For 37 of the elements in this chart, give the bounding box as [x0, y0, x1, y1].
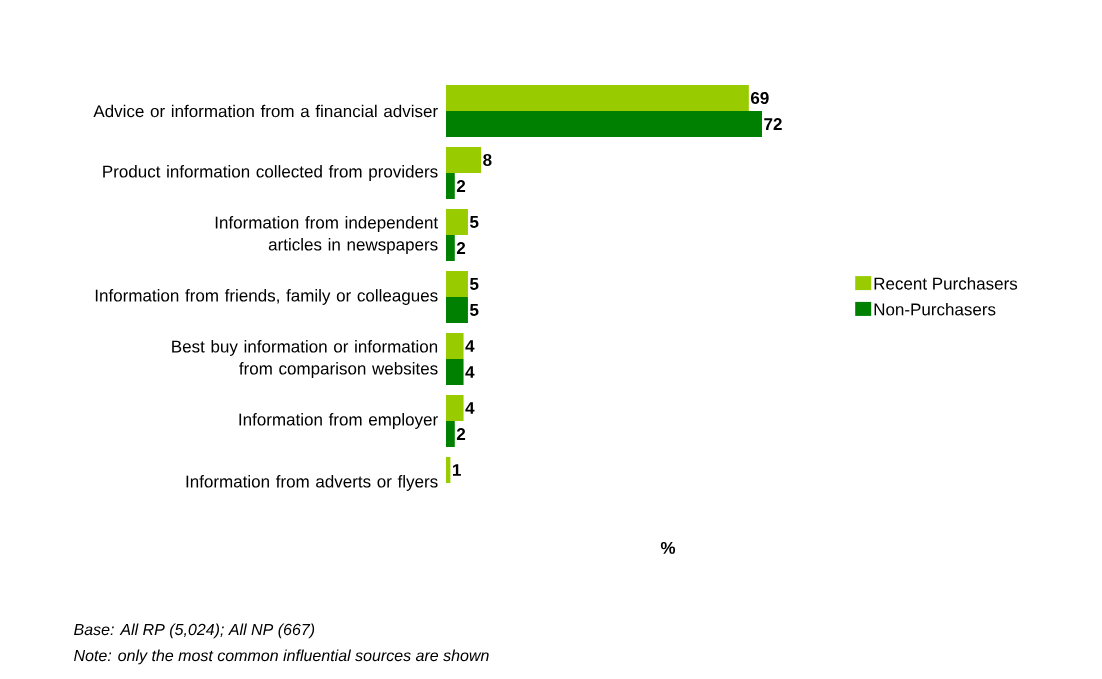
bar: [446, 111, 762, 138]
legend-label: Non-Purchasers: [874, 303, 996, 316]
y-tick-label: Advice or information from a financial adviser: [93, 104, 438, 118]
bar: [446, 271, 468, 297]
data-label: 4: [465, 366, 475, 378]
y-tick-label: Information from employer: [239, 413, 438, 429]
y-tick-label: Information from independent articles in newspapers: [215, 216, 439, 254]
data-label: 1: [452, 464, 461, 476]
data-label: 4: [465, 402, 475, 414]
bar: [446, 395, 464, 421]
text: Note: only the most common influential sources are shown: [74, 649, 489, 665]
bar: [446, 359, 464, 385]
x-axis-title: %: [660, 541, 676, 554]
y-tick-label: Best buy information or information from comparison websites: [172, 340, 438, 378]
legend-label: Recent Purchasers: [874, 277, 1018, 290]
bar: [446, 297, 468, 323]
data-label: 5: [470, 216, 479, 228]
bar: [446, 333, 464, 359]
bar: [446, 209, 468, 235]
data-label: 2: [456, 242, 466, 254]
y-tick-label: Product information collected from providers: [103, 165, 438, 181]
text: Base: All RP (5,024); All NP (667): [74, 623, 315, 639]
y-tick-label: Information from adverts or flyers: [186, 475, 438, 491]
bar: [446, 147, 482, 173]
bar: [446, 173, 455, 200]
data-label: 5: [470, 278, 479, 290]
y-tick-label: Information from friends, family or colleagues: [95, 289, 438, 305]
bar: [446, 85, 749, 112]
data-label: 4: [465, 340, 475, 352]
data-label: 2: [456, 428, 466, 440]
data-label: 72: [764, 118, 782, 130]
data-label: 2: [456, 180, 466, 192]
data-label: 8: [483, 153, 492, 167]
data-label: 69: [751, 91, 769, 105]
bar: [446, 235, 455, 261]
data-label: 5: [470, 304, 479, 316]
bar: [446, 421, 455, 447]
